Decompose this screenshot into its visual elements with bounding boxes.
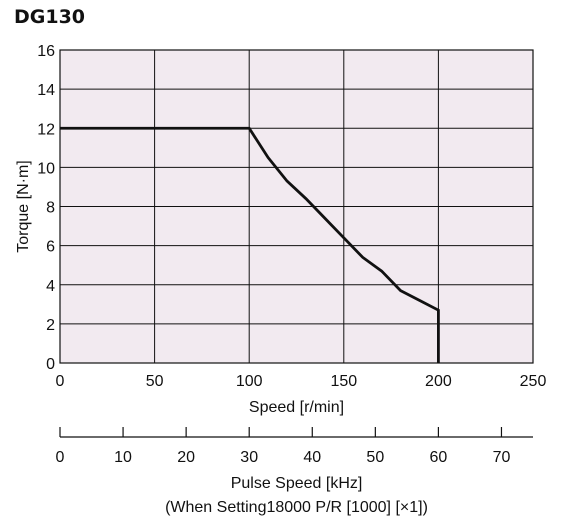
y-tick-label: 0 — [46, 356, 55, 373]
y-tick-label: 12 — [37, 121, 55, 138]
x-tick-label: 150 — [330, 373, 357, 390]
torque-curve — [60, 126, 440, 363]
series-layer — [60, 126, 440, 363]
y-tick-label: 14 — [37, 82, 55, 99]
y-tick-label: 8 — [46, 200, 55, 217]
y-tick-label: 10 — [37, 160, 55, 177]
pulse-speed-tick-label: 50 — [366, 449, 384, 466]
pulse-speed-tick-label: 10 — [114, 449, 132, 466]
y-tick-label: 4 — [46, 278, 55, 295]
y-axis-label: Torque [N·m] — [15, 160, 32, 252]
x-tick-label: 100 — [236, 373, 263, 390]
x-axis-label: Speed [r/min] — [249, 399, 344, 416]
x-tick-label: 50 — [146, 373, 164, 390]
x-tick-label: 250 — [520, 373, 547, 390]
x-tick-label: 0 — [56, 373, 65, 390]
y-tick-label: 6 — [46, 239, 55, 256]
pulse-speed-axis-note: (When Setting18000 P/R [1000] [×1]) — [165, 499, 428, 516]
y-axis-ticks: 0 2 4 6 8 10 12 14 16 — [37, 43, 55, 373]
pulse-speed-tick-label: 60 — [430, 449, 448, 466]
x-axis-ticks: 0 50 100 150 200 250 — [56, 373, 547, 390]
pulse-speed-tick-label: 70 — [493, 449, 511, 466]
pulse-speed-tick-label: 30 — [240, 449, 258, 466]
x-tick-label: 200 — [425, 373, 452, 390]
pulse-speed-tick-label: 20 — [177, 449, 195, 466]
pulse-speed-tick-label: 0 — [56, 449, 65, 466]
pulse-speed-axis: 0 10 20 30 40 50 60 70 — [56, 427, 533, 466]
chart-title: DG130 — [14, 6, 86, 28]
y-tick-label: 2 — [46, 317, 55, 334]
y-tick-label: 16 — [37, 43, 55, 60]
pulse-speed-axis-label: Pulse Speed [kHz] — [231, 475, 363, 492]
pulse-speed-tick-label: 40 — [303, 449, 321, 466]
